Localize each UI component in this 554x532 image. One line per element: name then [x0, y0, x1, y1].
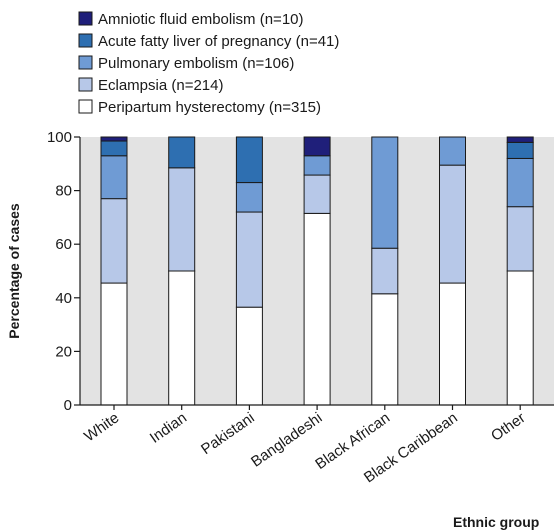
y-tick-label: 20 [55, 343, 72, 360]
bar-segment-peripartum-hysterectomy [371, 293, 399, 406]
x-tick-label: Pakistani [198, 409, 258, 458]
bar-segment-pulmonary-embolism [100, 155, 128, 200]
y-tick-label: 80 [55, 183, 72, 200]
bar-segment-acute-fatty-liver-of-pregnancy [235, 136, 263, 184]
bar-segment-pulmonary-embolism [506, 157, 534, 208]
bar-segment-eclampsia [303, 174, 331, 214]
legend-label: Eclampsia (n=214) [98, 77, 223, 94]
bar-group-other [506, 136, 534, 406]
legend-item-amniotic-fluid-embolism: Amniotic fluid embolism (n=10) [78, 11, 304, 28]
x-tick-label: White [81, 409, 122, 445]
bars [100, 136, 534, 406]
bar-segment-eclampsia [235, 211, 263, 308]
legend-label: Pulmonary embolism (n=106) [98, 55, 294, 72]
bar-segment-peripartum-hysterectomy [235, 306, 263, 406]
x-axis-title: Ethnic group [453, 514, 539, 530]
y-tick-label: 60 [55, 236, 72, 253]
bar-group-bangladeshi [303, 136, 331, 406]
bar-segment-acute-fatty-liver-of-pregnancy [168, 136, 196, 169]
bar-segment-eclampsia [506, 206, 534, 272]
legend-swatch [78, 11, 93, 26]
legend-label: Amniotic fluid embolism (n=10) [98, 11, 304, 28]
legend-label: Acute fatty liver of pregnancy (n=41) [98, 33, 339, 50]
legend-label: Peripartum hysterectomy (n=315) [98, 99, 321, 116]
legend: Amniotic fluid embolism (n=10) Acute fatt… [78, 11, 339, 116]
bar-group-white [100, 136, 128, 406]
legend-swatch [78, 55, 93, 70]
legend-swatch [78, 77, 93, 92]
legend-swatch [78, 99, 93, 114]
bar-segment-peripartum-hysterectomy [303, 212, 331, 406]
bar-segment-acute-fatty-liver-of-pregnancy [506, 141, 534, 159]
y-tick-label: 100 [47, 129, 72, 146]
y-axis-title: Percentage of cases [6, 203, 22, 339]
y-tick-label: 40 [55, 290, 72, 307]
bar-segment-pulmonary-embolism [371, 136, 399, 249]
legend-item-peripartum-hysterectomy: Peripartum hysterectomy (n=315) [78, 99, 321, 116]
bar-segment-peripartum-hysterectomy [100, 282, 128, 406]
bar-group-indian [168, 136, 196, 406]
bar-segment-pulmonary-embolism [235, 182, 263, 213]
bar-segment-eclampsia [371, 247, 399, 295]
y-tick-label: 0 [64, 397, 72, 414]
bar-segment-amniotic-fluid-embolism [303, 136, 331, 157]
legend-item-eclampsia: Eclampsia (n=214) [78, 77, 223, 94]
legend-item-pulmonary-embolism: Pulmonary embolism (n=106) [78, 55, 294, 72]
bar-segment-acute-fatty-liver-of-pregnancy [100, 140, 128, 157]
legend-swatch [78, 33, 93, 48]
legend-item-acute-fatty-liver-of-pregnancy: Acute fatty liver of pregnancy (n=41) [78, 33, 339, 50]
x-tick-label: Other [488, 409, 528, 444]
bar-segment-eclampsia [168, 167, 196, 272]
bar-group-pakistani [235, 136, 263, 406]
bar-segment-peripartum-hysterectomy [168, 270, 196, 406]
bar-segment-pulmonary-embolism [439, 136, 466, 166]
y-axis: 0 20 40 60 80 100 [47, 129, 81, 414]
x-tick-label: Indian [147, 409, 190, 446]
bar-segment-eclampsia [439, 164, 466, 284]
bar-segment-amniotic-fluid-embolism [506, 136, 534, 143]
bar-segment-amniotic-fluid-embolism [100, 136, 128, 142]
bar-segment-peripartum-hysterectomy [439, 282, 466, 406]
bar-segment-pulmonary-embolism [303, 155, 331, 176]
bar-segment-eclampsia [100, 198, 128, 284]
bar-group-black-african [371, 136, 399, 406]
bar-segment-peripartum-hysterectomy [506, 270, 534, 406]
bar-group-black-caribbean [439, 136, 466, 406]
